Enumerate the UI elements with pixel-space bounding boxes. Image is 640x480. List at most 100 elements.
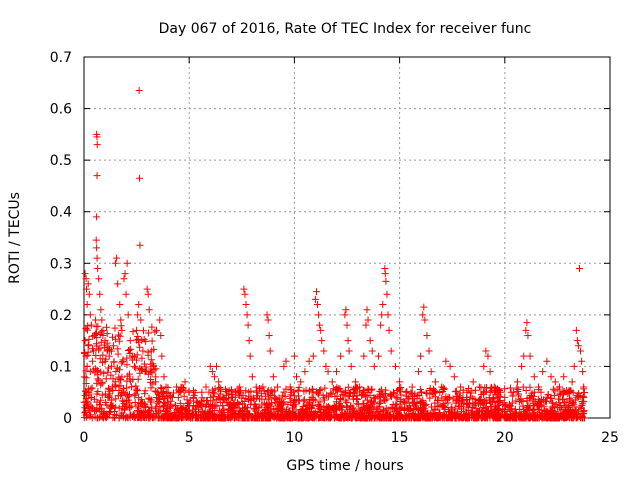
data-point-dense — [529, 406, 537, 414]
data-point-dense — [343, 399, 351, 407]
data-point-dense — [105, 384, 113, 392]
data-point-dense — [97, 396, 105, 404]
data-point-dense — [386, 391, 394, 399]
data-point-dense — [99, 409, 107, 417]
data-point-dense — [552, 400, 560, 408]
data-point-dense — [98, 391, 106, 399]
data-point-dense — [513, 384, 521, 392]
data-point — [507, 388, 515, 396]
data-point-dense — [210, 392, 218, 400]
data-point-dense — [382, 404, 390, 412]
data-point — [431, 378, 439, 386]
data-point-dense — [579, 410, 587, 418]
data-point-dense — [580, 389, 588, 397]
data-point-dense — [398, 403, 406, 411]
data-point — [263, 311, 271, 319]
data-point — [141, 368, 149, 376]
data-point — [164, 388, 172, 396]
data-point-dense — [140, 335, 148, 343]
data-point — [324, 368, 332, 376]
data-point-dense — [105, 408, 113, 416]
data-point-dense — [551, 387, 559, 395]
x-tick-label: 5 — [185, 430, 194, 446]
data-point-dense — [95, 346, 103, 354]
data-point-dense — [401, 398, 409, 406]
data-point-dense — [115, 337, 123, 345]
data-point — [469, 378, 477, 386]
data-point-dense — [423, 390, 431, 398]
data-point-dense — [258, 395, 266, 403]
data-point — [143, 285, 151, 293]
data-point — [101, 337, 109, 345]
data-point-dense — [82, 367, 90, 375]
data-point-dense — [496, 413, 504, 421]
data-point-dense — [170, 389, 178, 397]
data-point-dense — [132, 382, 140, 390]
data-point — [121, 270, 129, 278]
data-point-dense — [451, 388, 459, 396]
data-point — [243, 311, 251, 319]
data-point-dense — [264, 386, 272, 394]
data-point-dense — [94, 367, 102, 375]
data-point — [113, 254, 121, 262]
data-point — [86, 368, 94, 376]
data-point-dense — [116, 366, 124, 374]
data-point-dense — [216, 383, 224, 391]
data-point — [168, 393, 176, 401]
y-tick-label: 0.3 — [50, 256, 72, 272]
data-point — [375, 352, 383, 360]
data-point — [524, 331, 532, 339]
data-point-dense — [157, 384, 165, 392]
data-point-dense — [389, 401, 397, 409]
data-point-dense — [353, 395, 361, 403]
data-point — [387, 347, 395, 355]
data-point — [476, 383, 484, 391]
y-tick-label: 0.4 — [50, 205, 72, 221]
data-point — [427, 368, 435, 376]
data-point — [282, 357, 290, 365]
data-point-dense — [487, 398, 495, 406]
data-point — [518, 362, 526, 370]
data-point-dense — [105, 392, 113, 400]
data-point-dense — [227, 400, 235, 408]
data-point — [417, 352, 425, 360]
data-point-dense — [103, 323, 111, 331]
data-point — [381, 270, 389, 278]
data-point — [396, 378, 404, 386]
data-point-dense — [455, 403, 463, 411]
data-point-dense — [321, 414, 329, 422]
data-point-dense — [285, 413, 293, 421]
data-point — [523, 319, 531, 327]
data-point-dense — [84, 385, 92, 393]
data-point-dense — [258, 401, 266, 409]
data-point-dense — [354, 410, 362, 418]
data-point-dense — [421, 401, 429, 409]
data-point-dense — [218, 414, 226, 422]
data-point — [118, 326, 126, 334]
data-point — [574, 342, 582, 350]
data-point — [96, 290, 104, 298]
data-point-dense — [345, 405, 353, 413]
data-point-dense — [114, 345, 122, 353]
data-point — [573, 337, 581, 345]
data-point — [93, 213, 101, 221]
data-point-dense — [88, 384, 96, 392]
data-point — [280, 362, 288, 370]
data-point-dense — [102, 375, 110, 383]
data-point — [198, 388, 206, 396]
data-point — [556, 383, 564, 391]
data-point — [320, 347, 328, 355]
data-point — [208, 368, 216, 376]
data-point-dense — [541, 397, 549, 405]
data-point-dense — [569, 399, 577, 407]
data-point-dense — [109, 375, 117, 383]
data-point-dense — [371, 394, 379, 402]
data-point-dense — [337, 388, 345, 396]
data-point-dense — [434, 412, 442, 420]
data-point-dense — [500, 399, 508, 407]
data-point-dense — [506, 406, 514, 414]
data-point-dense — [133, 387, 141, 395]
data-point-dense — [211, 385, 219, 393]
data-point — [347, 362, 355, 370]
data-point — [145, 306, 153, 314]
